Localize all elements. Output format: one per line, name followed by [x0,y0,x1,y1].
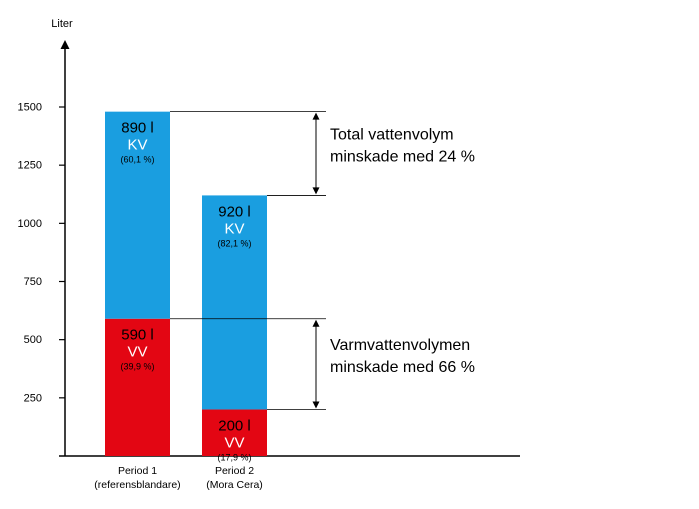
annotations: Total vattenvolym minskade med 24 % Varmva… [170,111,475,410]
annotation-arrow-head-down [312,187,320,195]
annotation-arrow-head-up [312,112,320,120]
y-tick-label: 500 [24,334,42,346]
bar-series-label: VV [224,434,244,451]
x-category-label: Period 2 (Mora Cera) [206,465,263,491]
bar-value-label: 890 l [121,120,154,137]
annotation-arrow-head-up [312,319,320,327]
bar-percent-label: (39,9 %) [120,362,154,372]
bar-value-label: 200 l [218,417,251,434]
annotation-arrow-head-down [312,401,320,409]
y-axis-arrow [60,40,70,49]
axes: Liter 250 500 750 1000 1250 1500 Period 1 (refer… [18,18,520,491]
x-category-label: Period 1 (referensblandare) [94,465,180,491]
bar-series-label: KV [224,220,244,237]
annotation-text: Varmvattenvolymen minskade med 66 % [330,337,475,376]
y-tick-label: 750 [24,276,42,288]
y-tick-label: 1250 [18,160,42,172]
bar-series-label: KV [127,137,147,154]
y-tick-label: 1500 [18,102,42,114]
bar-value-label: 590 l [121,327,154,344]
bars: 590 lVV(39,9 %)890 lKV(60,1 %)200 lVV(17… [105,111,267,462]
bar-segment-kv [202,195,267,410]
bar-percent-label: (17,9 %) [217,452,251,462]
bar-percent-label: (82,1 %) [217,238,251,248]
y-axis-label: Liter [51,18,73,30]
bar-segment-kv [105,111,170,319]
bar-segment-vv [105,318,170,456]
bar-percent-label: (60,1 %) [120,155,154,165]
y-tick-label: 1000 [18,218,42,230]
annotation-text: Total vattenvolym minskade med 24 % [330,127,475,166]
bar-segment-vv [202,409,267,456]
y-tick-label: 250 [24,392,42,404]
bar-series-label: VV [127,344,147,361]
bar-value-label: 920 l [218,203,251,220]
